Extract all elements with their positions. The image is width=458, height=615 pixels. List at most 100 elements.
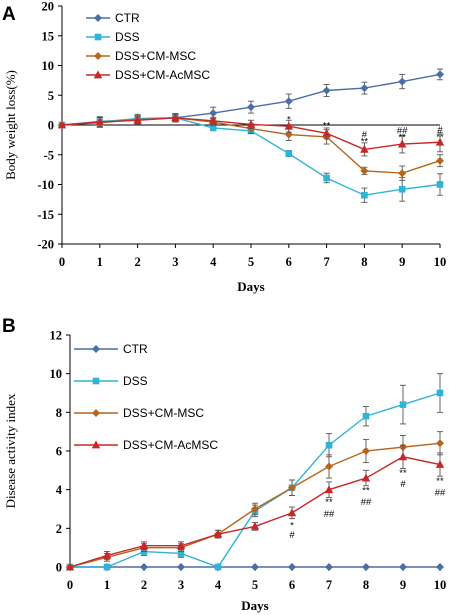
legend-label: DSS+CM-MSC	[115, 49, 196, 63]
significance-annotation: **	[361, 137, 369, 148]
data-point	[177, 550, 185, 557]
data-point	[361, 473, 371, 482]
x-tick-label: 4	[210, 255, 217, 269]
x-tick-label: 0	[59, 255, 65, 269]
data-point	[436, 439, 444, 448]
y-tick-label: 2	[56, 522, 62, 536]
legend-marker	[94, 14, 102, 22]
y-tick-label: -10	[37, 178, 54, 192]
legend-item: CTR	[86, 11, 140, 25]
data-point	[285, 150, 293, 157]
data-point	[247, 103, 255, 112]
data-point	[176, 541, 186, 550]
data-point	[213, 529, 223, 538]
x-axis-title: Days	[241, 598, 268, 613]
data-point	[325, 441, 333, 449]
series-line	[61, 73, 441, 126]
significance-annotation: #	[289, 530, 295, 541]
y-tick-label: 20	[42, 0, 55, 14]
series-dss	[66, 373, 444, 571]
data-point	[436, 389, 444, 397]
series-dss-cm-acmsc	[57, 113, 445, 157]
data-point	[209, 124, 217, 132]
data-point	[324, 485, 334, 494]
legend-item: DSS+CM-AcMSC	[74, 438, 218, 452]
data-point	[436, 563, 444, 571]
data-point	[398, 77, 407, 86]
data-point	[177, 563, 185, 571]
y-tick-label: 10	[50, 367, 63, 381]
data-point	[361, 191, 368, 199]
data-point	[250, 521, 260, 530]
x-tick-label: 6	[289, 578, 295, 592]
data-point	[287, 508, 297, 517]
y-tick-label: -15	[37, 208, 54, 222]
y-axis-title: Disease activity index	[3, 393, 18, 508]
data-point	[322, 86, 331, 95]
panel-a-body-weight-chart: A -20 -15 -10 -5 0 5 10 15 20 0 1 2 3 4 5 6 7 8 9 10 Days Body…	[2, 0, 446, 294]
x-tick-label: 8	[361, 255, 367, 269]
y-tick-label: -5	[44, 148, 54, 162]
y-tick-label: 6	[56, 445, 62, 459]
data-point	[436, 181, 444, 188]
legend-label: DSS	[115, 30, 140, 44]
x-tick-label: 8	[363, 578, 369, 592]
significance-annotation: **	[399, 468, 407, 479]
significance-annotation: **	[323, 121, 331, 132]
significance-annotation: ##	[324, 509, 335, 520]
x-tick-label: 3	[172, 255, 178, 269]
x-tick-label: 1	[104, 578, 110, 592]
legend: CTR DSS DSS+CM-MSC DSS+CM-AcMSC	[74, 342, 218, 452]
data-point	[171, 113, 180, 122]
x-tick-label: 10	[434, 578, 447, 592]
data-point	[140, 563, 148, 571]
x-tick-label: 9	[399, 255, 405, 269]
significance-annotation: **	[436, 476, 444, 487]
data-point	[209, 109, 218, 118]
y-tick-label: 0	[48, 119, 54, 133]
data-point	[284, 121, 293, 130]
y-axis-title: Body weight loss(%)	[3, 70, 18, 180]
data-point	[399, 563, 407, 571]
data-point	[360, 166, 369, 175]
significance-annotation: ##	[397, 125, 408, 136]
data-point	[251, 563, 259, 571]
y-tick-label: 10	[42, 59, 55, 73]
data-point	[139, 541, 149, 550]
legend-marker	[92, 409, 100, 417]
x-tick-label: 7	[323, 255, 329, 269]
x-tick-label: 9	[400, 578, 406, 592]
series-ctr	[66, 563, 444, 571]
x-tick-label: 1	[97, 255, 103, 269]
data-point	[288, 563, 296, 571]
data-point	[325, 462, 333, 471]
data-point	[323, 174, 330, 182]
data-point	[398, 452, 408, 461]
significance-annotation: #	[437, 125, 443, 136]
x-tick-label: 5	[248, 255, 254, 269]
data-point	[398, 139, 407, 148]
legend-item: DSS+CM-MSC	[74, 406, 204, 420]
y-tick-label: 4	[56, 483, 63, 497]
legend-item: DSS+CM-AcMSC	[86, 68, 210, 82]
series-dss-cm-acmsc	[65, 444, 445, 571]
significance-annotation: *	[290, 520, 294, 531]
x-tick-label: 2	[141, 578, 147, 592]
significance-annotation: **	[436, 132, 444, 143]
legend-item: DSS	[86, 30, 140, 44]
legend-item: DSS	[74, 374, 148, 388]
significance-annotation: **	[362, 486, 370, 497]
data-point	[362, 563, 370, 571]
data-point	[436, 70, 444, 79]
data-point	[436, 156, 444, 165]
significance-annotation: #	[362, 130, 368, 141]
significance-annotation: #	[400, 479, 406, 490]
x-tick-label: 6	[286, 255, 292, 269]
data-point	[325, 563, 333, 571]
data-point	[398, 185, 406, 193]
legend-marker	[93, 70, 103, 79]
panel-letter: B	[2, 316, 16, 337]
significance-annotation: **	[398, 132, 406, 143]
